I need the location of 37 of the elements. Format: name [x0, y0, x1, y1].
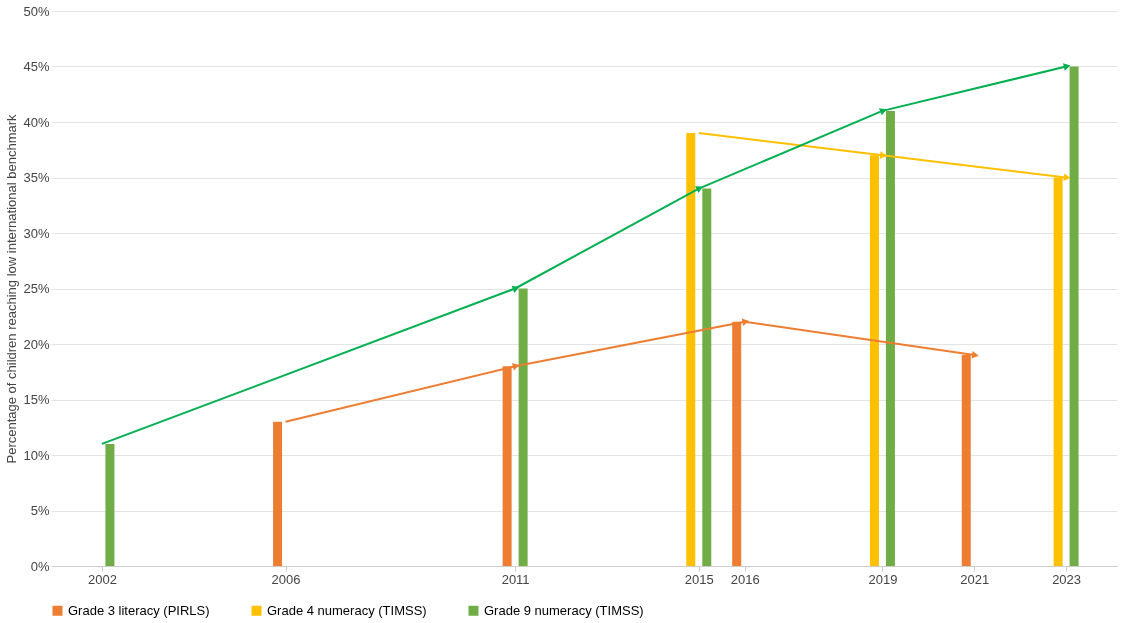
- y-tick-label: 25%: [23, 281, 50, 296]
- point: [512, 362, 520, 371]
- x-tick-label: 2002: [87, 571, 117, 587]
- y-tick-label: 45%: [23, 59, 50, 74]
- y-tick-label: 20%: [23, 336, 50, 352]
- y-tick-label: 40%: [23, 114, 50, 130]
- x-tick-label: 2023: [1052, 571, 1082, 587]
- point: [878, 108, 887, 116]
- point: [694, 186, 703, 194]
- x-tick-label: 2011: [501, 571, 530, 587]
- point: [511, 285, 520, 293]
- y-tick-label: 10%: [23, 447, 50, 463]
- bar: [518, 288, 528, 566]
- y-tick-label: 50%: [23, 3, 50, 19]
- bar: [885, 110, 895, 566]
- x-tick-label: 2021: [960, 571, 990, 587]
- legend-label: Grade 4 numeracy (TIMSS): [267, 602, 427, 618]
- y-tick-label: 30%: [23, 225, 50, 241]
- y-tick-label: 15%: [23, 392, 50, 407]
- bar: [702, 188, 712, 566]
- y-tick-label: 35%: [23, 170, 50, 185]
- y-tick-label: 0%: [30, 558, 50, 574]
- y-tick-label: 5%: [30, 503, 50, 518]
- bar: [105, 443, 115, 566]
- x-tick-label: 2015: [684, 571, 714, 587]
- x-tick-label: 2019: [868, 571, 898, 587]
- bar: [1069, 66, 1079, 566]
- point: [1063, 63, 1071, 71]
- y-axis-title: Percentage of children reaching low international benchmark: [4, 113, 20, 464]
- x-tick-label: 2006: [271, 571, 301, 587]
- bar: [273, 421, 283, 566]
- x-tick-label: 2016: [730, 571, 760, 587]
- bar: [686, 133, 696, 566]
- legend-label: Grade 9 numeracy (TIMSS): [484, 602, 644, 618]
- point: [741, 318, 750, 327]
- point: [971, 350, 979, 359]
- legend-label: Grade 3 literacy (PIRLS): [68, 602, 210, 618]
